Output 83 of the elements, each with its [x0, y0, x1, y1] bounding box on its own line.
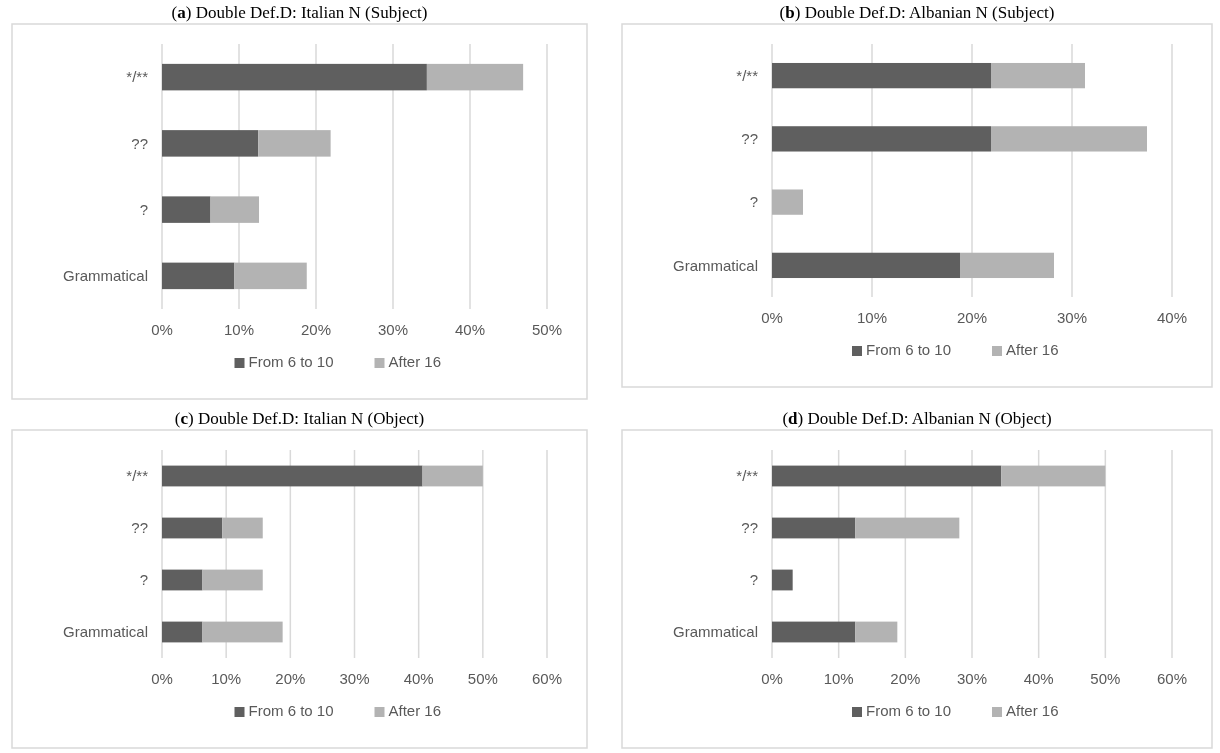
x-tick-label: 40% [403, 670, 434, 687]
x-tick-label: 10% [823, 670, 854, 687]
x-tick-label: 50% [1090, 670, 1121, 687]
y-tick-label: Grammatical [62, 623, 148, 641]
bar [162, 196, 211, 223]
x-tick-label: 30% [377, 321, 409, 338]
bar [855, 517, 960, 539]
legend-label: After 16 [388, 702, 442, 719]
chart-title: (b) Double Def.D: Albanian N (Subject) [779, 3, 1055, 22]
x-tick-label: 60% [531, 670, 563, 687]
chart-title: (a) Double Def.D: Italian N (Subject) [171, 3, 428, 22]
bar [162, 262, 235, 290]
bar [210, 196, 260, 223]
bar [991, 126, 1147, 152]
bar [162, 569, 203, 591]
bar [162, 63, 427, 91]
y-tick-label: Grammatical [672, 256, 758, 274]
y-tick-label: ? [139, 571, 148, 589]
x-tick-label: 20% [890, 670, 921, 687]
bar [222, 517, 263, 539]
x-tick-label: 50% [467, 670, 498, 687]
bar [202, 569, 263, 591]
bar [202, 621, 283, 643]
x-tick-label: 20% [956, 309, 988, 326]
y-tick-label: */** [736, 467, 759, 485]
x-tick-label: 0% [761, 309, 783, 326]
x-tick-label: 40% [1156, 309, 1188, 326]
bar [162, 517, 223, 539]
bar [772, 569, 793, 591]
legend-label: From 6 to 10 [866, 341, 952, 358]
x-tick-label: 60% [1156, 670, 1188, 687]
x-tick-label: 0% [151, 670, 173, 687]
bar [162, 130, 259, 157]
bar [855, 621, 898, 643]
x-tick-label: 10% [223, 321, 255, 338]
x-tick-label: 0% [151, 321, 173, 338]
bar [258, 130, 331, 157]
y-tick-label: ? [749, 571, 758, 589]
x-tick-label: 30% [956, 670, 988, 687]
y-tick-label: ?? [131, 134, 148, 152]
bar [772, 189, 803, 215]
y-tick-label: */** [126, 467, 149, 485]
y-tick-label: Grammatical [672, 623, 758, 641]
x-tick-label: 40% [1023, 670, 1054, 687]
y-tick-label: */** [736, 66, 759, 84]
bar [991, 62, 1085, 89]
bar [234, 262, 307, 290]
bar [772, 62, 991, 89]
bar [1001, 465, 1106, 487]
legend-label: From 6 to 10 [248, 702, 334, 719]
y-tick-label: ? [139, 200, 148, 218]
y-tick-label: ?? [741, 130, 758, 148]
x-tick-label: 10% [856, 309, 888, 326]
chart-title: (c) Double Def.D: Italian N (Object) [174, 409, 425, 428]
y-tick-label: ? [749, 193, 758, 211]
x-tick-label: 20% [275, 670, 306, 687]
bar [426, 63, 524, 91]
bar [772, 126, 991, 152]
bar [772, 621, 856, 643]
y-tick-label: */** [126, 68, 149, 86]
y-tick-label: ?? [131, 519, 148, 537]
bar [422, 465, 483, 487]
bar [772, 465, 1002, 487]
x-tick-label: 30% [339, 670, 370, 687]
x-tick-label: 40% [454, 321, 486, 338]
legend-label: After 16 [1006, 702, 1059, 719]
bar [960, 252, 1054, 279]
x-tick-label: 30% [1056, 309, 1088, 326]
legend-label: From 6 to 10 [866, 702, 952, 719]
y-tick-label: Grammatical [62, 267, 148, 285]
chart-title: (d) Double Def.D: Albanian N (Object) [782, 409, 1052, 428]
bar [772, 517, 856, 539]
x-tick-label: 20% [300, 321, 332, 338]
bar [772, 252, 960, 279]
legend-label: From 6 to 10 [248, 353, 334, 370]
x-tick-label: 50% [531, 321, 563, 338]
bar [162, 465, 423, 487]
x-tick-label: 10% [211, 670, 242, 687]
x-tick-label: 0% [761, 670, 783, 687]
bar [162, 621, 203, 643]
y-tick-label: ?? [741, 519, 758, 537]
legend-label: After 16 [388, 353, 442, 370]
legend-label: After 16 [1006, 341, 1059, 358]
